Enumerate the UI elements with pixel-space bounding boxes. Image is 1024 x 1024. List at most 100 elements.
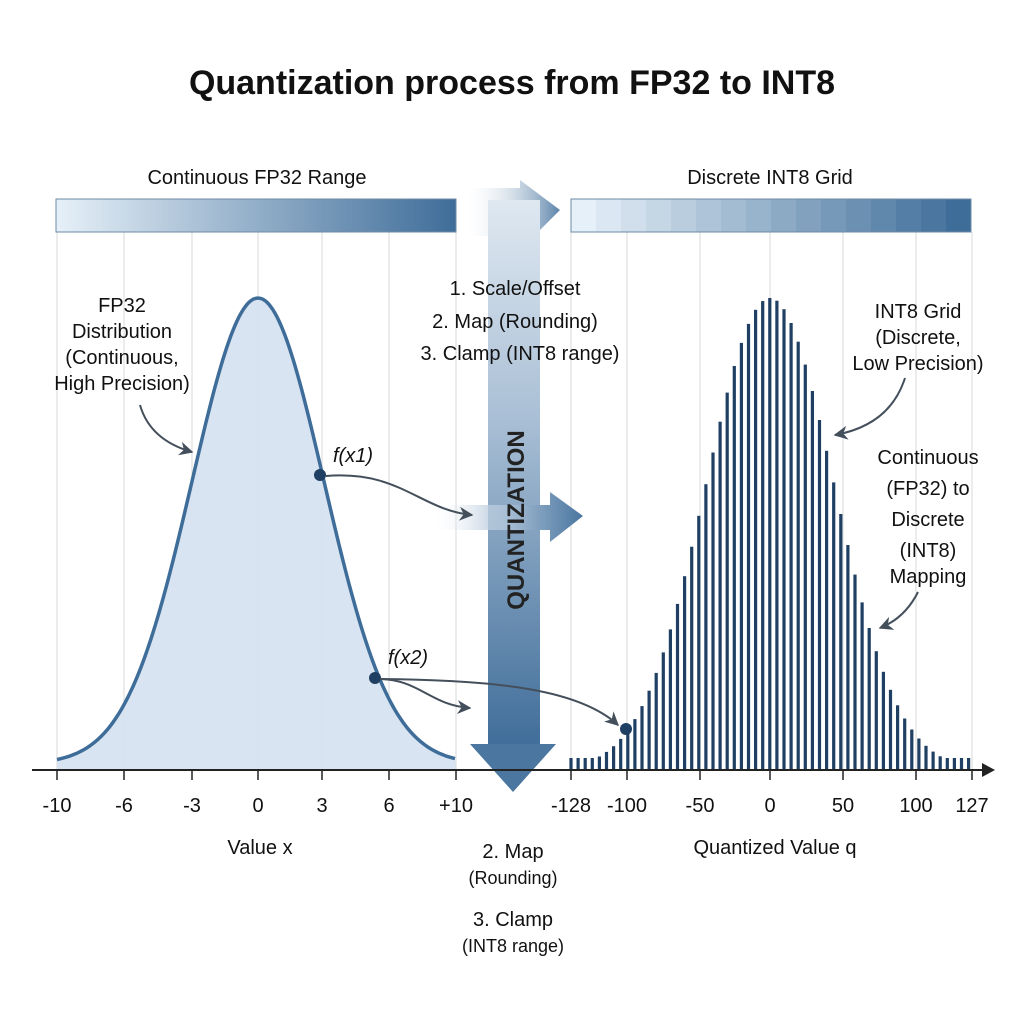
- int8-bar: [924, 745, 928, 770]
- int8-bar: [803, 364, 807, 770]
- int8-bar: [874, 651, 878, 770]
- int8-bar: [761, 301, 765, 770]
- int8-bar: [853, 574, 857, 770]
- right-tick-label: 0: [764, 795, 775, 817]
- int8-bar: [817, 420, 822, 770]
- int8-bar: [604, 751, 609, 770]
- int8-bar: [967, 758, 971, 770]
- int8-bar: [903, 718, 907, 770]
- int8-bar: [959, 758, 964, 770]
- int8-bar: [952, 758, 956, 770]
- int8-bar: [825, 450, 829, 770]
- int8-bar: [661, 652, 665, 770]
- int8-bar: [640, 706, 644, 770]
- int8-grid-cell: [621, 199, 647, 232]
- right-axis-label: Quantized Value q: [693, 837, 856, 859]
- int8-grid-cell: [721, 199, 747, 232]
- mapped-point-marker: [620, 723, 632, 735]
- int8-bar: [832, 482, 836, 770]
- int8-annotation: INT8 Grid (Discrete, Low Precision): [852, 301, 983, 375]
- int8-bar: [690, 546, 694, 770]
- fp32-annotation-line: (Continuous,: [65, 347, 178, 369]
- left-tick-label: +10: [439, 795, 473, 817]
- int8-bar: [576, 758, 580, 770]
- int8-grid-cell: [596, 199, 622, 232]
- mapping-annotation-line: Continuous: [877, 447, 978, 469]
- bottom-step-map-detail: (Rounding): [468, 868, 557, 888]
- int8-bar: [782, 309, 786, 770]
- int8-bar: [910, 729, 914, 770]
- int8-bar: [704, 484, 708, 770]
- int8-annotation-line: INT8 Grid: [875, 301, 962, 323]
- int8-grid-cell: [646, 199, 672, 232]
- int8-bar: [789, 323, 793, 770]
- bottom-step-clamp: 3. Clamp: [473, 909, 553, 931]
- point1-marker: [314, 469, 326, 481]
- int8-grid-cell: [671, 199, 697, 232]
- int8-grid-cell: [571, 199, 597, 232]
- int8-grid-cell: [946, 199, 972, 232]
- int8-bar: [931, 751, 935, 770]
- point2-arrow-long: [379, 678, 620, 726]
- int8-bar: [775, 300, 779, 770]
- right-tick-label: -100: [607, 795, 647, 817]
- right-tick-label: -50: [686, 795, 715, 817]
- right-tick-label: 127: [955, 795, 988, 817]
- left-tick-label: -10: [43, 795, 72, 817]
- int8-bar: [583, 758, 587, 770]
- left-tick-label: 3: [316, 795, 327, 817]
- int8-bar: [768, 298, 772, 770]
- steps-bottom: 2. Map (Rounding) 3. Clamp (INT8 range): [462, 841, 564, 956]
- step-scale: 1. Scale/Offset: [450, 278, 581, 300]
- int8-bar: [590, 758, 594, 770]
- int8-grid-cell: [746, 199, 772, 232]
- step-clamp: 3. Clamp (INT8 range): [421, 343, 620, 365]
- int8-grid-cell: [896, 199, 922, 232]
- int8-grid-cell: [821, 199, 847, 232]
- right-tick-label: 100: [899, 795, 932, 817]
- int8-bar: [668, 629, 672, 770]
- int8-bar: [633, 719, 637, 770]
- axis-ticks: -10 -6 -3 0 3 6 +10 -128 -100 -50 0 50 100 127: [43, 770, 989, 817]
- point1-label: f(x1): [333, 445, 373, 467]
- bottom-step-map: 2. Map: [482, 841, 543, 863]
- point2-marker: [369, 672, 381, 684]
- fp32-annotation-line: Distribution: [72, 321, 172, 343]
- left-tick-label: 0: [252, 795, 263, 817]
- int8-grid-cell: [771, 199, 797, 232]
- left-tick-label: -6: [115, 795, 133, 817]
- int8-bar: [839, 514, 843, 770]
- int8-bar: [888, 689, 893, 770]
- point2-arrow-short: [379, 678, 472, 715]
- int8-bar: [619, 738, 623, 770]
- int8-annotation-line: (Discrete,: [875, 327, 961, 349]
- int8-bar: [945, 758, 949, 770]
- left-tick-label: 6: [383, 795, 394, 817]
- int8-bar: [654, 672, 658, 770]
- mapping-annotation-line: Mapping: [890, 566, 967, 588]
- fp32-range-bar: [55, 198, 457, 233]
- fp32-range-label: Continuous FP32 Range: [147, 167, 366, 189]
- int8-grid-cell: [871, 199, 897, 232]
- int8-grid-cell: [696, 199, 722, 232]
- int8-grid-cell: [796, 199, 822, 232]
- int8-bar: [746, 323, 751, 770]
- int8-bar: [860, 602, 864, 770]
- mapping-annotation-line: (INT8): [900, 540, 957, 562]
- fp32-annotation-line: High Precision): [54, 373, 190, 395]
- fp32-distribution-curve: [56, 296, 456, 762]
- int8-bar: [732, 366, 736, 770]
- mapping-annotation-arrow: [878, 591, 919, 630]
- int8-grid-label: Discrete INT8 Grid: [687, 167, 853, 189]
- int8-bar: [626, 730, 630, 770]
- mapping-annotation: Continuous (FP32) to Discrete (INT8) Map…: [877, 447, 978, 588]
- int8-bar: [810, 391, 814, 770]
- int8-bar: [739, 342, 743, 770]
- int8-grid-border: [570, 198, 972, 233]
- left-tick-label: -3: [183, 795, 201, 817]
- page-title: Quantization process from FP32 to INT8: [189, 64, 835, 102]
- mid-arrow-icon: [430, 492, 583, 542]
- right-tick-label: 50: [832, 795, 854, 817]
- int8-bar: [846, 545, 850, 770]
- int8-bar: [938, 756, 942, 770]
